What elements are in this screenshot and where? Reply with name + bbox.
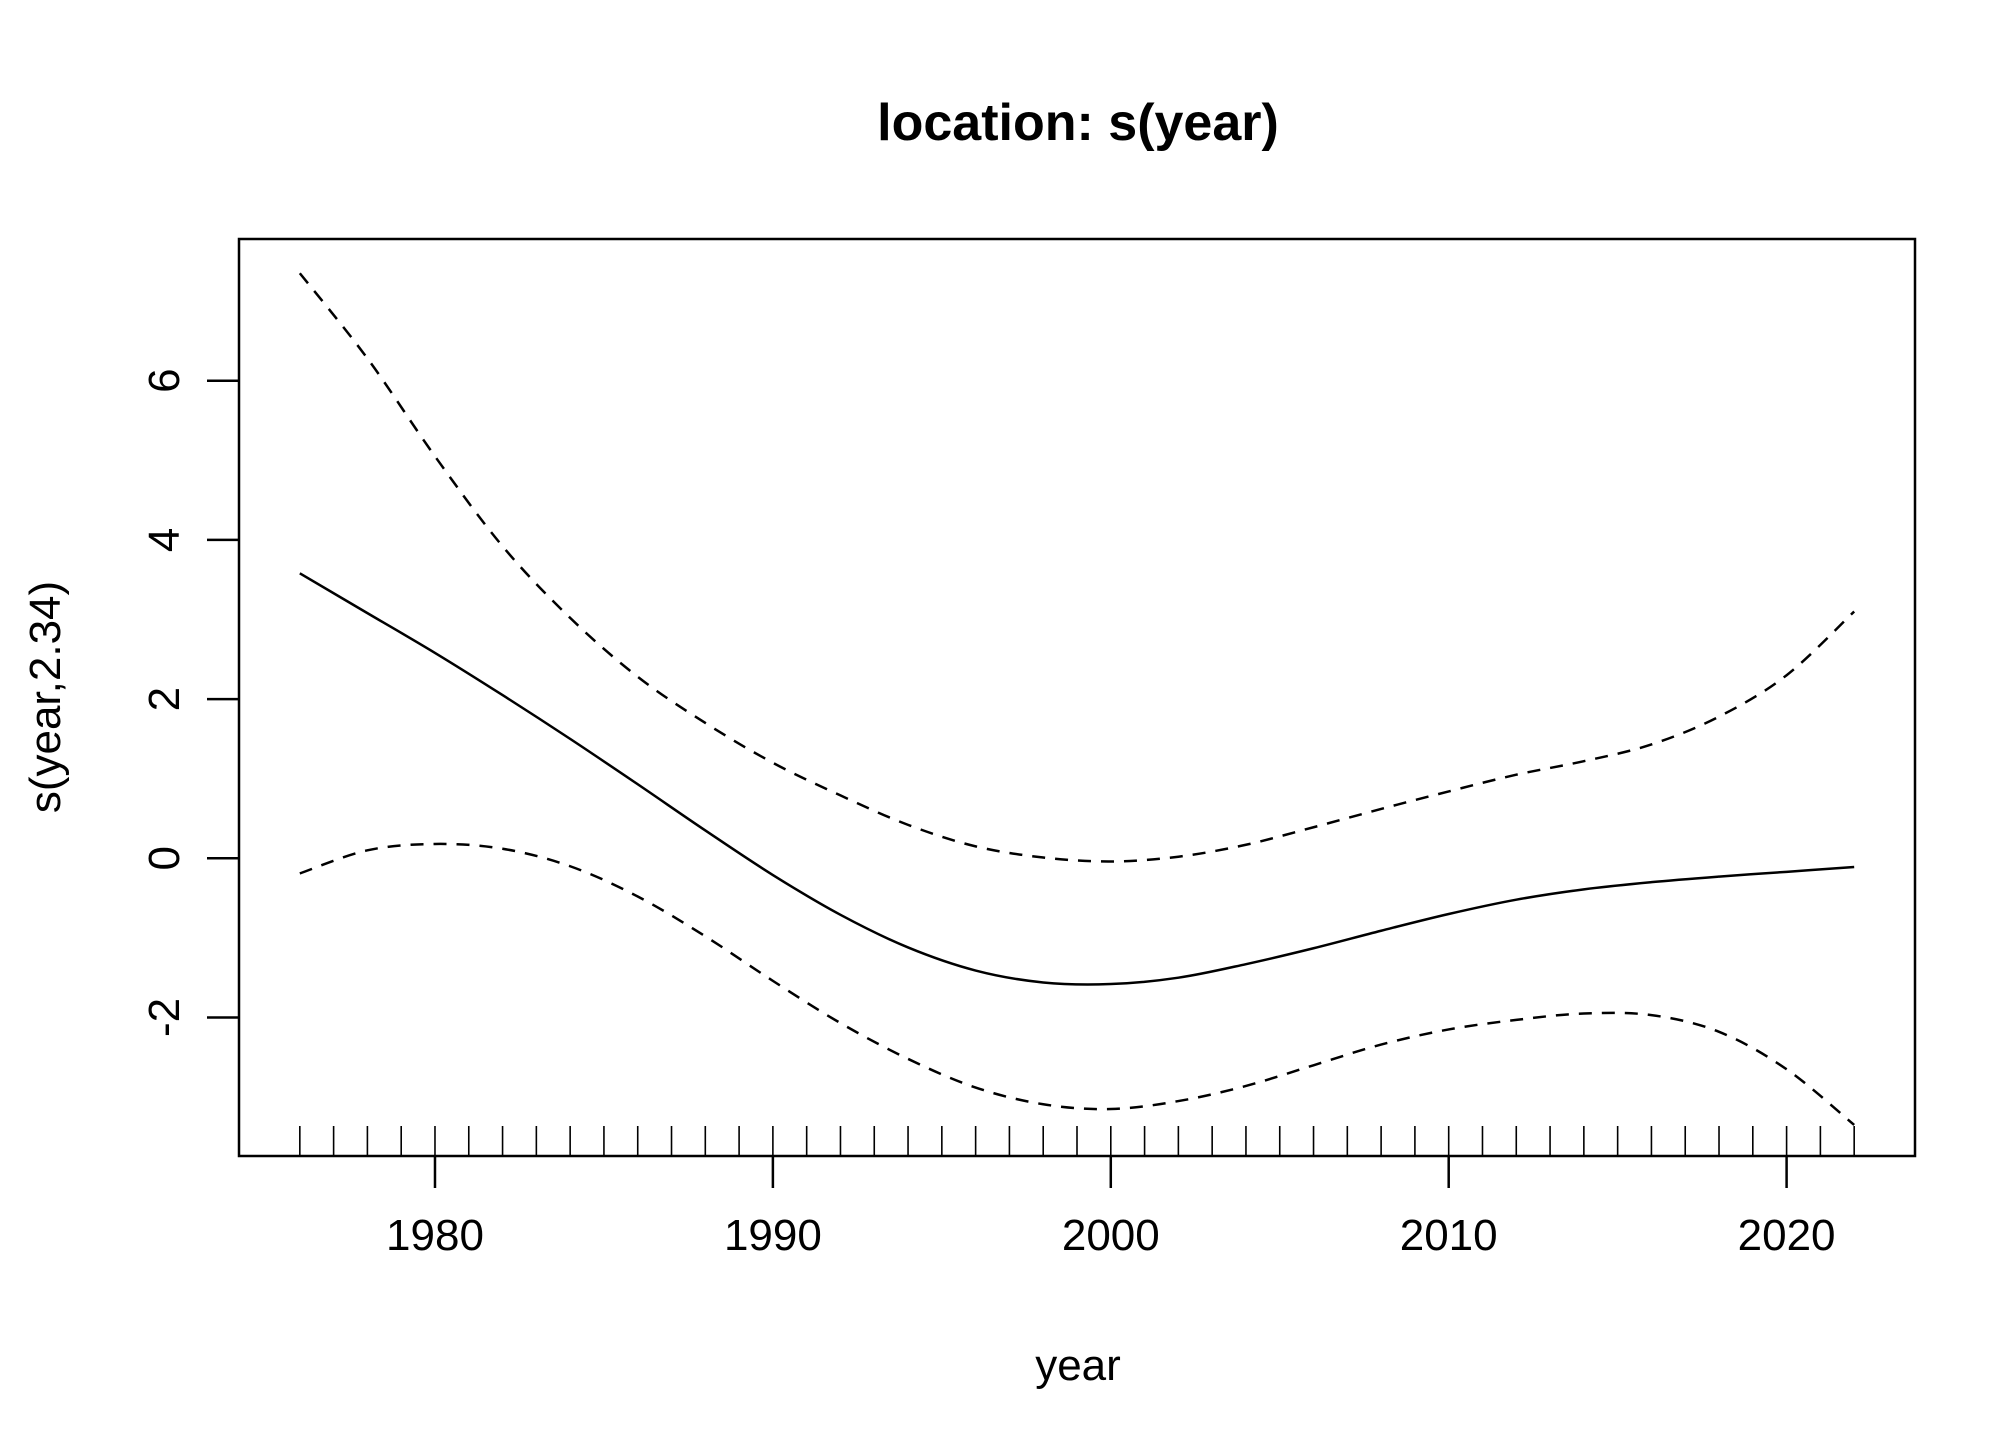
- y-tick-label: -2: [140, 998, 189, 1037]
- upper-band-line: [298, 272, 1856, 863]
- plot-area: 1980 1990 2000 2010 2020 -2 0 2 4 6: [140, 272, 1856, 1260]
- plot-frame: [237, 237, 1917, 1158]
- y-tick-label: 2: [140, 687, 189, 711]
- y-tick-label: 0: [140, 846, 189, 870]
- y-axis-label: s(year,2.34): [21, 581, 70, 813]
- x-tick-label: 1990: [724, 1211, 822, 1260]
- x-tick-label: 2000: [1062, 1211, 1160, 1260]
- smooth-fit-line: [299, 572, 1855, 986]
- y-tick-label: 6: [140, 368, 189, 392]
- y-tick-label: 4: [140, 528, 189, 552]
- x-tick-label: 2020: [1738, 1211, 1836, 1260]
- chart-title: location: s(year): [877, 94, 1279, 152]
- x-tick-label: 2010: [1400, 1211, 1498, 1260]
- x-axis-label: year: [1035, 1341, 1121, 1390]
- x-tick-label: 1980: [386, 1211, 484, 1260]
